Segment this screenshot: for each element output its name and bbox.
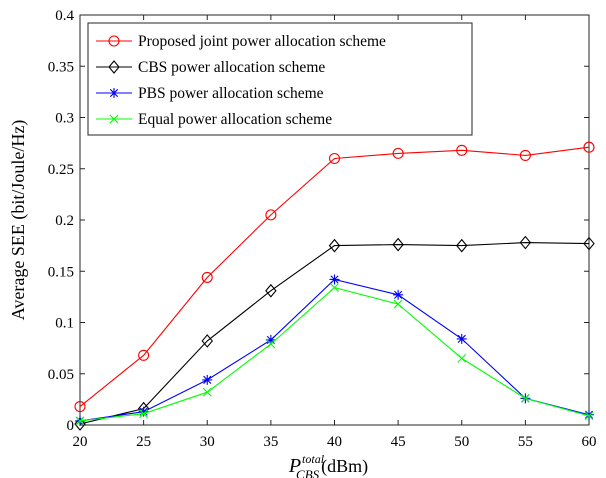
legend-swatch-marker [109, 88, 119, 98]
data-point [392, 237, 404, 252]
y-tick-label: 0.15 [48, 264, 74, 280]
data-point [265, 283, 277, 298]
data-point [520, 393, 530, 403]
y-tick-label: 0.3 [55, 111, 74, 127]
data-point [457, 353, 467, 363]
series-3 [75, 274, 594, 426]
series-line [79, 146, 590, 408]
data-point [328, 152, 341, 165]
data-point [519, 149, 531, 161]
y-tick-label: 0.1 [55, 316, 74, 332]
legend-box [87, 22, 473, 136]
series-line [79, 242, 590, 425]
x-tick-label: 60 [582, 434, 597, 450]
data-point [583, 141, 595, 153]
legend-swatch-marker [108, 35, 120, 47]
data-point [393, 289, 404, 300]
x-tick-label: 40 [327, 434, 342, 450]
y-tick-label: 0.35 [48, 59, 74, 75]
x-tick-label: 30 [200, 434, 215, 450]
data-point [138, 406, 149, 417]
data-point [328, 238, 341, 253]
data-point [330, 283, 339, 293]
data-point [74, 400, 86, 413]
y-axis-label: Average SEE (bit/Joule/Hz) [8, 120, 29, 321]
y-tick-label: 0.25 [48, 162, 74, 178]
series-1 [74, 141, 595, 413]
legend-swatch-marker [109, 114, 119, 124]
legend-entry: Equal power allocation scheme [96, 111, 332, 128]
legend-entry: CBS power allocation scheme [96, 59, 325, 76]
series-2 [74, 235, 595, 431]
legend-entry: Proposed joint power allocation scheme [96, 33, 386, 50]
data-point [392, 147, 404, 159]
data-point [75, 416, 85, 426]
x-tick-label: 55 [518, 434, 533, 450]
data-point [584, 409, 594, 420]
data-point [393, 299, 403, 309]
x-tick-label: 35 [263, 434, 278, 450]
data-point [265, 209, 277, 221]
data-point [202, 387, 212, 397]
legend-entry: PBS power allocation scheme [96, 85, 324, 102]
x-tick-label: 20 [73, 434, 88, 450]
y-tick-label: 0 [67, 418, 75, 434]
series-4 [75, 283, 594, 426]
data-point [519, 235, 532, 250]
series-layer [74, 141, 595, 431]
x-tick-label: 25 [136, 434, 151, 450]
legend-swatch-marker [108, 60, 120, 74]
data-point [456, 238, 468, 253]
x-tick-label: 50 [454, 434, 469, 450]
data-point [584, 411, 594, 421]
y-tick-label: 0.4 [55, 8, 74, 24]
data-point [202, 374, 213, 385]
series-line [79, 286, 590, 422]
y-tick-label: 0.2 [55, 213, 74, 229]
x-axis-label-superscript: total [302, 452, 325, 466]
legend-label: CBS power allocation scheme [138, 59, 325, 76]
x-axis-label-base: P [288, 455, 301, 477]
data-point [266, 339, 276, 349]
x-axis-label: Ptotal CBS (dBm) [288, 452, 368, 478]
axis-ticks: 0 0.05 0.1 0.15 0.2 0.25 0.3 0.35 0.4 20 25 30 35 40 4… [48, 8, 597, 450]
data-point [139, 409, 149, 419]
data-point [456, 333, 467, 344]
x-axis-label-unit: (dBm) [321, 456, 368, 477]
data-point [265, 334, 276, 345]
series-line [79, 278, 590, 422]
x-axis-label-subscript: CBS [296, 467, 320, 478]
data-point [583, 236, 595, 251]
data-point [201, 271, 213, 283]
x-tick-label: 45 [391, 434, 406, 450]
y-tick-label: 0.05 [48, 367, 74, 383]
legend-label: Proposed joint power allocation scheme [138, 33, 386, 50]
data-point [329, 274, 340, 285]
data-point [456, 144, 468, 156]
legend-label: PBS power allocation scheme [138, 85, 324, 102]
legend: Proposed joint power allocation scheme CB… [87, 22, 473, 136]
data-point [138, 349, 150, 361]
data-point [74, 417, 86, 431]
legend-label: Equal power allocation scheme [138, 111, 332, 128]
data-point [201, 334, 213, 348]
